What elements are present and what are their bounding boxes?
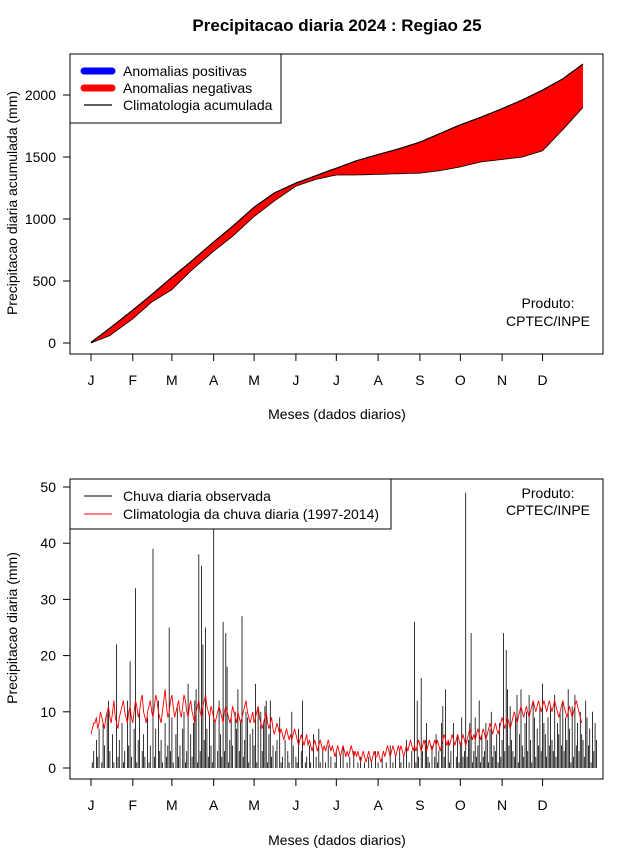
bottom-y-axis: 0 10 20 30 40 50 bbox=[40, 479, 71, 776]
bottom-x-tick-label: M bbox=[166, 797, 178, 813]
top-x-tick-label: F bbox=[129, 372, 138, 388]
daily-panel: 0 10 20 30 40 50 J F M A M J J A S O N D Meses (dados di… bbox=[4, 478, 604, 848]
bottom-x-tick-label: J bbox=[88, 797, 95, 813]
top-anomaly-fills bbox=[91, 64, 583, 343]
bottom-y-tick-label: 40 bbox=[40, 535, 56, 551]
bottom-y-tick-label: 10 bbox=[40, 704, 56, 720]
cumulative-panel: 0 500 1000 1500 2000 J F M A M J J A S O N D Meses (dad… bbox=[4, 53, 604, 422]
bottom-x-tick-label: F bbox=[129, 797, 138, 813]
top-y-tick-label: 1000 bbox=[25, 211, 56, 227]
bottom-x-tick-label: O bbox=[455, 797, 466, 813]
daily-climatology-line bbox=[90, 689, 583, 763]
bottom-x-tick-label: J bbox=[333, 797, 340, 813]
top-series-lines bbox=[90, 63, 584, 344]
observed-bars bbox=[91, 492, 597, 768]
top-x-tick-label: O bbox=[455, 372, 466, 388]
bottom-y-axis-label: Precipitacao diaria (mm) bbox=[4, 552, 20, 704]
climatology-cumulative-line bbox=[90, 63, 584, 343]
bottom-x-tick-label: S bbox=[415, 797, 424, 813]
bottom-x-tick-label: M bbox=[248, 797, 260, 813]
bottom-legend: Chuva diaria observada Climatologia da c… bbox=[69, 478, 392, 530]
top-x-tick-label: S bbox=[415, 372, 424, 388]
top-x-tick-label: A bbox=[373, 372, 383, 388]
top-x-tick-label: M bbox=[248, 372, 260, 388]
top-x-tick-label: A bbox=[209, 372, 219, 388]
bottom-y-tick-label: 50 bbox=[40, 479, 56, 495]
top-annotation-line1: Produto: bbox=[522, 295, 575, 311]
legend-label-negative: Anomalias negativas bbox=[123, 80, 252, 96]
top-legend: Anomalias positivas Anomalias negativas … bbox=[69, 53, 282, 124]
bottom-x-tick-label: N bbox=[497, 797, 507, 813]
top-x-tick-label: D bbox=[537, 372, 547, 388]
top-x-tick-label: M bbox=[166, 372, 178, 388]
bottom-x-tick-label: J bbox=[292, 797, 299, 813]
bottom-y-tick-label: 0 bbox=[48, 760, 56, 776]
top-x-tick-label: N bbox=[497, 372, 507, 388]
top-x-tick-label: J bbox=[292, 372, 299, 388]
bottom-y-tick-label: 20 bbox=[40, 648, 56, 664]
bottom-x-tick-label: A bbox=[209, 797, 219, 813]
legend-label-positive: Anomalias positivas bbox=[123, 63, 247, 79]
main-title: Precipitacao diaria 2024 : Regiao 25 bbox=[192, 16, 482, 35]
top-x-tick-label: J bbox=[88, 372, 95, 388]
top-y-tick-label: 0 bbox=[48, 335, 56, 351]
top-annotation-line2: CPTEC/INPE bbox=[506, 313, 590, 329]
top-x-tick-label: J bbox=[333, 372, 340, 388]
bottom-annotation-line2: CPTEC/INPE bbox=[506, 502, 590, 518]
legend-label-climatology: Climatologia acumulada bbox=[123, 97, 273, 113]
legend-label-observed: Chuva diaria observada bbox=[123, 488, 271, 504]
daily-climatology-polyline bbox=[90, 689, 583, 763]
bottom-x-tick-label: D bbox=[537, 797, 547, 813]
observed-cumulative-line bbox=[90, 107, 584, 344]
bottom-x-tick-label: A bbox=[373, 797, 383, 813]
top-y-tick-label: 500 bbox=[33, 273, 57, 289]
top-y-axis-label: Precipitacao diaria acumulada (mm) bbox=[4, 91, 20, 315]
top-y-tick-label: 1500 bbox=[25, 149, 56, 165]
legend-label-daily-climatology: Climatologia da chuva diaria (1997-2014) bbox=[123, 506, 379, 522]
bottom-y-tick-label: 30 bbox=[40, 591, 56, 607]
top-x-axis-label: Meses (dados diarios) bbox=[268, 406, 406, 422]
bottom-x-axis-label: Meses (dados diarios) bbox=[268, 832, 406, 848]
negative-anomaly-area bbox=[91, 64, 583, 343]
top-y-tick-label: 2000 bbox=[25, 87, 56, 103]
top-y-axis: 0 500 1000 1500 2000 bbox=[25, 87, 71, 351]
bottom-legend-box bbox=[69, 478, 392, 530]
bottom-annotation-line1: Produto: bbox=[522, 485, 575, 501]
